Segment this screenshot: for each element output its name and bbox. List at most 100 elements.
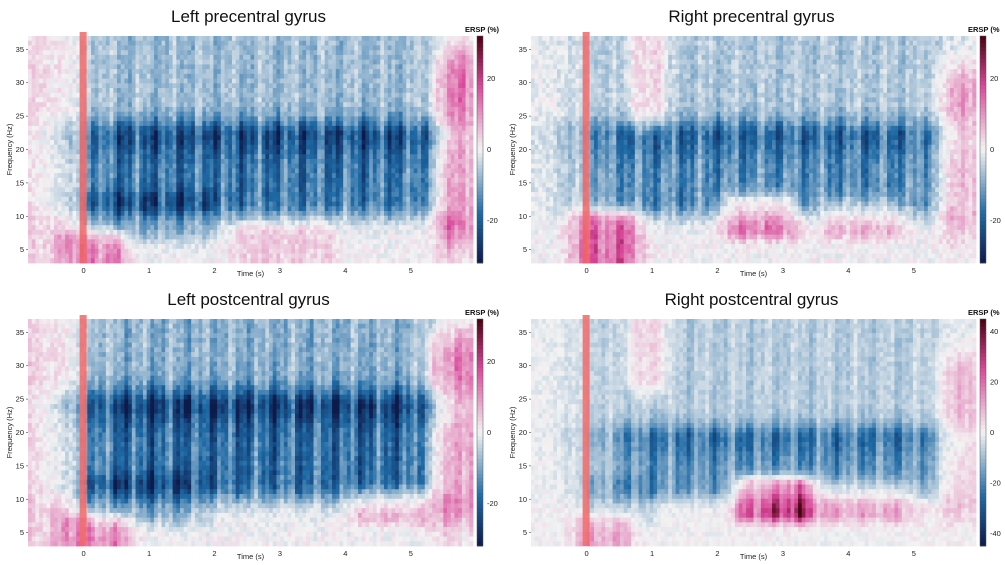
heatmap-cell xyxy=(191,225,196,231)
heatmap-cell xyxy=(50,220,55,226)
heatmap-cell xyxy=(113,168,118,174)
heatmap-cell xyxy=(391,140,396,146)
heatmap-cell xyxy=(272,116,277,122)
heatmap-cell xyxy=(343,78,348,84)
heatmap-cell xyxy=(380,78,385,84)
heatmap-cell xyxy=(128,154,133,160)
heatmap-cell xyxy=(324,258,329,264)
heatmap-cell xyxy=(354,154,359,160)
heatmap-cell xyxy=(346,40,352,46)
heatmap-cell xyxy=(42,182,47,188)
heatmap-cell xyxy=(150,106,155,113)
heatmap-cell xyxy=(183,234,188,240)
heatmap-cell xyxy=(295,88,300,94)
heatmap-cell xyxy=(217,97,222,103)
heatmap-cell xyxy=(402,187,407,193)
heatmap-cell xyxy=(220,248,225,254)
heatmap-cell xyxy=(317,88,322,94)
heatmap-cell xyxy=(165,258,170,264)
heatmap-cell xyxy=(224,88,229,94)
heatmap-cell xyxy=(53,78,59,84)
heatmap-cell xyxy=(61,154,66,160)
heatmap-cell xyxy=(361,78,366,84)
heatmap-cell xyxy=(246,88,251,94)
heatmap-cell xyxy=(135,78,140,84)
heatmap-cell xyxy=(339,187,344,193)
heatmap-cell xyxy=(280,40,285,46)
heatmap-cell xyxy=(61,111,66,117)
heatmap-cell xyxy=(198,154,203,160)
heatmap-cell xyxy=(328,192,333,198)
heatmap-cell xyxy=(324,253,329,259)
heatmap-cell xyxy=(328,182,333,188)
heatmap-cell xyxy=(254,192,259,198)
heatmap-cell xyxy=(272,168,277,174)
heatmap-cell xyxy=(68,244,73,250)
heatmap-cell xyxy=(46,40,51,46)
heatmap-cell xyxy=(298,234,303,240)
heatmap-cell xyxy=(39,140,44,146)
heatmap-cell xyxy=(317,182,322,188)
heatmap-cell xyxy=(361,111,366,117)
heatmap-cell xyxy=(168,36,174,42)
heatmap-cell xyxy=(402,73,407,79)
heatmap-cell xyxy=(395,144,400,150)
heatmap-cell xyxy=(269,73,274,79)
heatmap-cell xyxy=(220,144,225,150)
heatmap-cell xyxy=(243,140,248,146)
heatmap-cell xyxy=(295,196,300,202)
heatmap-cell xyxy=(231,140,237,146)
heatmap-cell xyxy=(91,158,96,165)
heatmap-cell xyxy=(409,182,415,188)
heatmap-cell xyxy=(202,45,207,51)
heatmap-cell xyxy=(154,130,159,136)
heatmap-cell xyxy=(346,125,352,131)
heatmap-cell xyxy=(128,140,133,146)
heatmap-cell xyxy=(306,258,311,264)
heatmap-cell xyxy=(105,88,110,94)
heatmap-cell xyxy=(320,64,326,70)
heatmap-cell xyxy=(209,144,214,150)
heatmap-cell xyxy=(224,192,229,198)
heatmap-cell xyxy=(287,92,292,98)
heatmap-cell xyxy=(120,206,125,212)
heatmap-cell xyxy=(165,248,170,254)
heatmap-cell xyxy=(91,36,96,42)
heatmap-cell xyxy=(157,182,162,188)
heatmap-cell xyxy=(31,106,36,113)
heatmap-cell xyxy=(39,92,44,98)
heatmap-cell xyxy=(187,144,192,150)
heatmap-cell xyxy=(157,177,162,184)
heatmap-cell xyxy=(350,116,355,122)
heatmap-cell xyxy=(306,83,311,89)
heatmap-cell xyxy=(50,234,55,240)
heatmap-cell xyxy=(350,229,355,236)
heatmap-cell xyxy=(339,102,344,108)
heatmap-cell xyxy=(328,73,333,79)
heatmap-cell xyxy=(406,40,411,46)
heatmap-cell xyxy=(328,210,333,217)
heatmap-cell xyxy=(254,220,259,226)
heatmap-cell xyxy=(306,92,311,98)
heatmap-cell xyxy=(109,177,114,184)
heatmap-cell xyxy=(61,215,66,221)
heatmap-cell xyxy=(376,201,381,207)
heatmap-cell xyxy=(105,192,110,198)
heatmap-cell xyxy=(350,125,355,131)
heatmap-cell xyxy=(124,106,129,113)
heatmap-cell xyxy=(372,59,377,65)
heatmap-cell xyxy=(202,69,207,75)
heatmap-cell xyxy=(172,144,177,150)
heatmap-cell xyxy=(213,196,218,202)
heatmap-cell xyxy=(206,248,211,254)
heatmap-cell xyxy=(113,192,118,198)
heatmap-cell xyxy=(42,196,47,202)
heatmap-cell xyxy=(257,158,263,165)
heatmap-cell xyxy=(346,248,352,254)
heatmap-cell xyxy=(239,111,244,117)
heatmap-cell xyxy=(395,248,400,254)
heatmap-cell xyxy=(280,106,285,113)
heatmap-cell xyxy=(157,258,162,264)
heatmap-cell xyxy=(42,130,47,136)
heatmap-cell xyxy=(306,144,311,150)
